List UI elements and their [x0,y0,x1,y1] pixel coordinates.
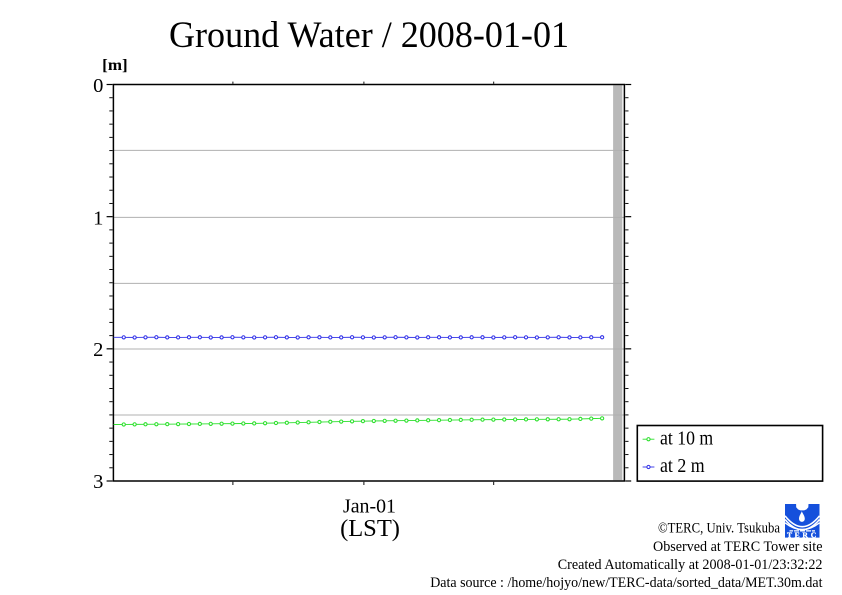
svg-text:3: 3 [93,471,103,493]
svg-text:1: 1 [93,208,103,230]
svg-text:Data source : /home/hojyo/new/: Data source : /home/hojyo/new/TERC-data/… [430,575,823,591]
svg-text:T: T [787,530,792,539]
svg-text:Observed at TERC Tower site: Observed at TERC Tower site [653,539,823,555]
svg-text:E: E [795,530,800,539]
svg-text:©TERC, Univ. Tsukuba: ©TERC, Univ. Tsukuba [658,521,780,537]
svg-text:2: 2 [93,339,103,361]
svg-text:(LST): (LST) [340,515,400,542]
svg-text:[m]: [m] [102,57,128,74]
svg-text:C: C [811,530,816,539]
svg-text:Jan-01: Jan-01 [343,496,396,518]
svg-text:0: 0 [93,75,103,97]
svg-text:Ground Water / 2008-01-01: Ground Water / 2008-01-01 [169,15,569,56]
svg-text:R: R [802,530,808,539]
svg-text:Created Automatically at 2008-: Created Automatically at 2008-01-01/23:3… [558,557,823,573]
svg-text:at 2 m: at 2 m [660,456,705,477]
svg-text:at 10 m: at 10 m [660,428,713,449]
